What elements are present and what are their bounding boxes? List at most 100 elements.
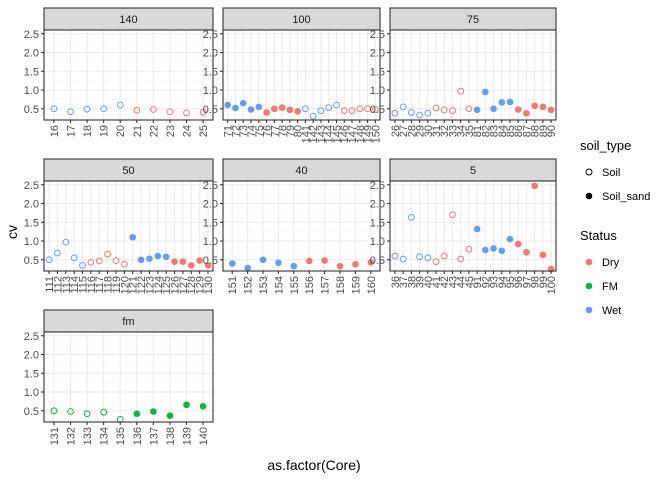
data-point: [482, 246, 489, 254]
data-point: [531, 102, 538, 110]
y-tick-label: 1.0: [24, 85, 39, 97]
data-point: [83, 105, 91, 113]
data-point: [204, 262, 212, 269]
data-point: [449, 211, 456, 219]
x-tick-label: 144: [324, 125, 336, 143]
x-tick-label: 74: [246, 125, 258, 137]
y-tick-label: 2.0: [24, 48, 39, 60]
data-point: [348, 107, 356, 115]
data-point: [45, 256, 53, 264]
y-tick-label: 0.5: [370, 104, 385, 116]
data-point: [399, 255, 407, 263]
x-tick-label: 95: [505, 276, 517, 288]
data-point: [129, 233, 136, 241]
x-tick-label: 139: [181, 427, 193, 445]
x-tick-label: 99: [538, 276, 550, 288]
data-point: [317, 107, 325, 115]
x-tick-label: 120: [119, 276, 131, 294]
x-tick-label: 21: [132, 125, 144, 137]
x-tick-label: 142: [308, 125, 320, 143]
x-tick-label: 88: [530, 125, 542, 137]
x-tick-label: 100: [546, 276, 558, 294]
panel-border: [43, 331, 214, 423]
data-point: [490, 245, 497, 252]
data-point: [498, 99, 506, 106]
x-tick-label: 140: [198, 427, 210, 445]
x-tick-label: 28: [406, 125, 418, 137]
x-tick-label: 40: [423, 276, 435, 288]
data-point: [309, 112, 317, 120]
data-point: [137, 256, 145, 264]
y-tick-label: 1.0: [24, 387, 39, 399]
data-point: [290, 262, 298, 270]
x-tick-label: 115: [77, 276, 89, 294]
x-tick-label: 143: [316, 125, 328, 143]
x-tick-label: 44: [456, 276, 468, 288]
x-tick-label: 77: [269, 125, 281, 137]
x-tick-label: 43: [447, 276, 459, 288]
x-tick-label: 90: [546, 125, 558, 137]
x-tick-label: 19: [99, 125, 111, 137]
data-point: [112, 257, 120, 264]
data-point: [154, 252, 162, 260]
legend-soil-type: soil_type Soil Soil_sand: [580, 138, 650, 203]
y-tick-label: 0.5: [24, 104, 39, 116]
data-point: [340, 107, 348, 115]
facet-panels: 140 0.5 1.0 1.5 2.0 2.5 16 17 18 19 20 21 22 23 24 25 10…: [24, 7, 558, 445]
y-tick-label: 1.5: [370, 66, 385, 78]
y-axis-title: cv: [4, 225, 20, 239]
x-tick-label: 45: [464, 276, 476, 288]
x-tick-label: 156: [304, 276, 316, 294]
legends: soil_type Soil Soil_sand Status Dry FM Wet: [580, 138, 650, 317]
x-tick-label: 39: [415, 276, 427, 288]
data-point: [166, 108, 174, 116]
x-tick-label: 84: [497, 125, 509, 137]
data-point: [179, 258, 187, 265]
panel-border: [43, 180, 214, 272]
y-tick-label: 1.0: [24, 236, 39, 248]
facet-strip-label: 75: [467, 14, 479, 26]
data-point: [100, 408, 108, 416]
x-tick-label: 92: [480, 276, 492, 288]
y-tick-label: 2.0: [24, 350, 39, 362]
data-point: [62, 238, 70, 246]
legend-title: soil_type: [580, 138, 631, 153]
x-tick-label: 116: [86, 276, 98, 294]
data-point: [196, 257, 203, 264]
y-tick-label: 2.5: [24, 180, 39, 192]
legend-label: Dry: [602, 257, 620, 269]
facet-panel-100: 1000.51.01.52.02.57172737475767778798014…: [203, 7, 382, 143]
y-tick-label: 2.0: [370, 199, 385, 211]
data-point: [79, 261, 86, 269]
data-point: [336, 262, 344, 270]
x-tick-label: 82: [480, 125, 492, 137]
data-point: [95, 257, 103, 265]
legend-title: Status: [580, 228, 617, 243]
data-point: [364, 105, 371, 113]
data-point: [432, 104, 440, 112]
x-tick-label: 72: [230, 125, 242, 137]
y-tick-label: 2.5: [370, 29, 385, 41]
legend-label: FM: [602, 281, 618, 293]
x-tick-label: 137: [148, 427, 160, 445]
x-tick-label: 80: [293, 125, 305, 137]
data-point: [244, 264, 251, 272]
data-point: [50, 105, 58, 113]
data-point: [473, 225, 481, 233]
data-point: [263, 109, 270, 116]
x-tick-label: 27: [398, 125, 410, 137]
data-point: [523, 109, 530, 117]
x-tick-label: 129: [195, 276, 207, 294]
x-tick-label: 86: [513, 125, 525, 137]
data-point: [432, 258, 440, 266]
y-tick-label: 0.5: [203, 104, 218, 116]
y-tick-label: 1.0: [203, 236, 218, 248]
x-tick-label: 34: [456, 125, 468, 137]
x-tick-label: 159: [350, 276, 362, 294]
x-tick-label: 18: [82, 125, 94, 137]
x-tick-label: 147: [347, 125, 359, 143]
x-tick-label: 138: [165, 427, 177, 445]
x-tick-label: 23: [165, 125, 177, 137]
x-tick-label: 131: [49, 427, 61, 445]
